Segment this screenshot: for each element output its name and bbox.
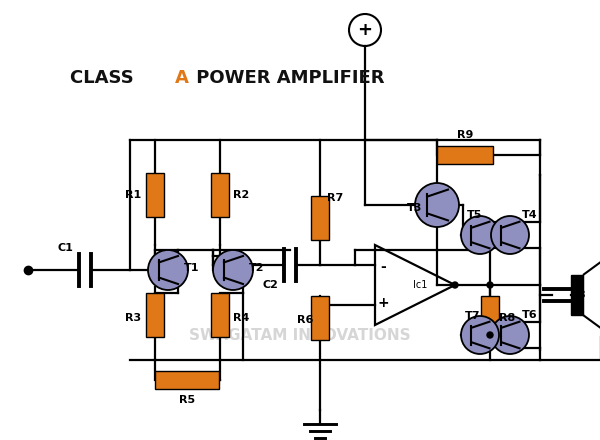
Text: POWER AMPLIFIER: POWER AMPLIFIER	[190, 69, 385, 87]
Text: R2: R2	[233, 190, 249, 200]
Text: R8: R8	[499, 313, 515, 323]
Circle shape	[148, 250, 188, 290]
FancyBboxPatch shape	[211, 293, 229, 337]
Text: T7: T7	[465, 311, 481, 321]
Text: R3: R3	[125, 313, 141, 323]
Text: R5: R5	[179, 395, 195, 405]
Text: R4: R4	[233, 313, 249, 323]
Circle shape	[487, 282, 493, 288]
Text: T5: T5	[467, 210, 482, 220]
FancyBboxPatch shape	[311, 196, 329, 240]
Text: -: -	[380, 260, 386, 275]
FancyBboxPatch shape	[146, 293, 164, 337]
Text: R9: R9	[457, 130, 473, 140]
Text: T6: T6	[522, 310, 538, 320]
Text: T4: T4	[522, 210, 538, 220]
Text: R7: R7	[327, 193, 343, 203]
Circle shape	[487, 332, 493, 338]
Text: T3: T3	[407, 203, 422, 213]
Text: R6: R6	[297, 315, 313, 325]
Text: +: +	[358, 21, 373, 39]
FancyBboxPatch shape	[481, 296, 499, 340]
Circle shape	[415, 183, 459, 227]
FancyBboxPatch shape	[571, 275, 583, 315]
Circle shape	[213, 250, 253, 290]
Circle shape	[461, 316, 499, 354]
FancyBboxPatch shape	[311, 296, 329, 340]
Text: Ic1: Ic1	[413, 280, 427, 290]
Text: CLASS: CLASS	[70, 69, 140, 87]
FancyBboxPatch shape	[155, 371, 219, 389]
FancyBboxPatch shape	[437, 146, 493, 164]
Text: A: A	[175, 69, 189, 87]
Text: C3: C3	[570, 290, 586, 300]
Circle shape	[461, 216, 499, 254]
FancyBboxPatch shape	[211, 173, 229, 217]
Circle shape	[491, 216, 529, 254]
Text: R1: R1	[125, 190, 141, 200]
Text: +: +	[377, 296, 389, 310]
Text: T2: T2	[249, 263, 265, 273]
Circle shape	[452, 282, 458, 288]
Text: SWAGATAM INNOVATIONS: SWAGATAM INNOVATIONS	[189, 327, 411, 342]
FancyBboxPatch shape	[146, 173, 164, 217]
Text: C2: C2	[262, 280, 278, 290]
Text: C1: C1	[57, 243, 73, 253]
Circle shape	[491, 316, 529, 354]
Text: T1: T1	[184, 263, 200, 273]
